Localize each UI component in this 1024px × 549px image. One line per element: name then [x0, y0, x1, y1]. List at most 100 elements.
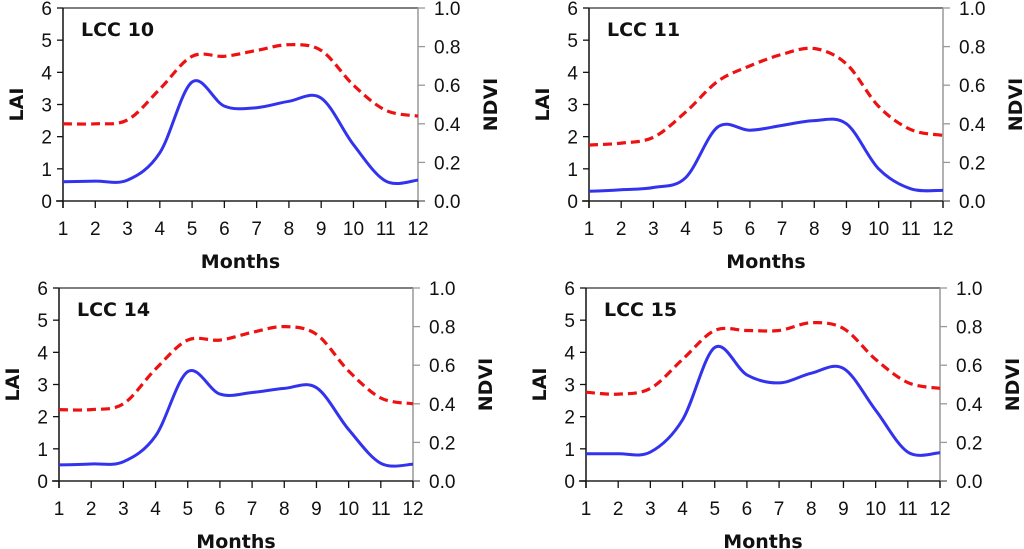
panel-title: LCC 10	[81, 19, 154, 41]
data-point-ndvi	[158, 87, 162, 91]
y-tick-label: 3	[41, 96, 52, 117]
x-tick-label: 2	[616, 219, 627, 240]
x-tick-label: 4	[150, 499, 161, 520]
data-point-lai	[845, 122, 849, 126]
data-point-ndvi	[716, 79, 720, 83]
x-tick-label: 8	[806, 499, 817, 520]
y-tick-label: 3	[37, 376, 48, 397]
x-tick-label: 12	[402, 499, 423, 520]
data-point-lai	[748, 128, 752, 132]
x-tick-label: 11	[901, 219, 921, 240]
data-point-lai	[584, 452, 588, 456]
data-point-lai	[745, 373, 749, 377]
data-point-lai	[906, 450, 910, 454]
data-point-ndvi	[154, 367, 158, 371]
y2-tick-label: 1.0	[959, 0, 985, 20]
data-point-lai	[255, 106, 259, 110]
data-point-ndvi	[250, 330, 254, 334]
data-point-lai	[842, 366, 846, 370]
y2-axis-title: NDVI	[1002, 358, 1024, 411]
x-tick-label: 5	[709, 499, 720, 520]
y-tick-label: 0	[37, 472, 48, 493]
x-axis-title: Months	[201, 251, 280, 273]
data-point-lai	[93, 179, 97, 183]
x-axis-title: Months	[723, 531, 802, 549]
y-tick-label: 6	[564, 279, 575, 300]
y2-tick-label: 0.0	[434, 192, 460, 213]
y2-axis-title: NDVI	[1005, 78, 1024, 131]
panel-title: LCC 11	[607, 19, 680, 41]
data-point-lai	[812, 119, 816, 123]
data-point-lai	[315, 386, 319, 390]
y-tick-label: 1	[41, 160, 52, 181]
y2-tick-label: 0.4	[956, 395, 983, 416]
x-tick-label: 1	[54, 499, 65, 520]
data-point-ndvi	[121, 402, 125, 406]
data-point-lai	[684, 176, 688, 180]
y2-tick-label: 0.0	[956, 472, 982, 493]
x-tick-label: 12	[407, 219, 428, 240]
data-point-ndvi	[584, 390, 588, 394]
data-point-lai	[909, 187, 913, 191]
y-tick-label: 5	[567, 31, 578, 52]
data-point-lai	[222, 104, 226, 108]
data-point-lai	[877, 167, 881, 171]
y-tick-label: 2	[567, 128, 578, 149]
data-point-ndvi	[938, 386, 942, 390]
y2-tick-label: 0.4	[959, 115, 986, 136]
data-point-lai	[379, 461, 383, 465]
y-tick-label: 5	[37, 311, 48, 332]
x-tick-label: 10	[343, 219, 364, 240]
x-tick-label: 8	[809, 219, 820, 240]
y2-tick-label: 0.6	[959, 76, 985, 97]
data-point-lai	[384, 179, 388, 183]
data-point-ndvi	[745, 329, 749, 333]
x-tick-label: 10	[338, 499, 359, 520]
data-point-ndvi	[587, 143, 591, 147]
data-point-lai	[347, 428, 351, 432]
data-point-ndvi	[713, 329, 717, 333]
data-point-lai	[651, 186, 655, 190]
x-tick-label: 4	[677, 499, 688, 520]
x-tick-label: 1	[581, 499, 592, 520]
y2-tick-label: 0.8	[956, 318, 982, 339]
data-point-lai	[416, 178, 420, 182]
data-point-lai	[874, 408, 878, 412]
data-point-lai	[287, 99, 291, 103]
data-point-lai	[126, 178, 130, 182]
data-point-lai	[587, 189, 591, 193]
x-tick-label: 6	[215, 499, 226, 520]
y2-tick-label: 0.2	[956, 433, 982, 454]
series-line-ndvi	[585, 321, 941, 396]
y-tick-label: 0	[567, 192, 578, 213]
y-tick-label: 4	[567, 63, 578, 84]
x-tick-label: 10	[868, 219, 889, 240]
y2-tick-label: 0.8	[434, 38, 460, 59]
y2-tick-label: 0.2	[429, 433, 455, 454]
y-axis-title: LAI	[6, 88, 28, 122]
x-tick-label: 5	[712, 219, 723, 240]
data-point-ndvi	[287, 43, 291, 47]
series-line-lai	[585, 344, 941, 457]
data-point-ndvi	[352, 83, 356, 87]
data-point-lai	[158, 151, 162, 155]
data-point-ndvi	[126, 118, 130, 122]
series-line-lai	[588, 117, 944, 193]
x-tick-label: 11	[371, 499, 391, 520]
y2-tick-label: 0.6	[429, 356, 455, 377]
x-tick-label: 9	[841, 219, 852, 240]
data-point-ndvi	[379, 396, 383, 400]
y-axis-title: LAI	[2, 368, 24, 402]
x-tick-label: 6	[745, 219, 756, 240]
data-point-lai	[250, 391, 254, 395]
y2-tick-label: 0.0	[959, 192, 985, 213]
data-point-ndvi	[416, 114, 420, 118]
y2-tick-label: 0.2	[434, 153, 460, 174]
x-tick-label: 2	[86, 499, 97, 520]
data-point-lai	[411, 462, 415, 466]
x-tick-label: 9	[311, 499, 322, 520]
y2-tick-label: 0.4	[429, 395, 456, 416]
x-tick-label: 8	[284, 219, 295, 240]
